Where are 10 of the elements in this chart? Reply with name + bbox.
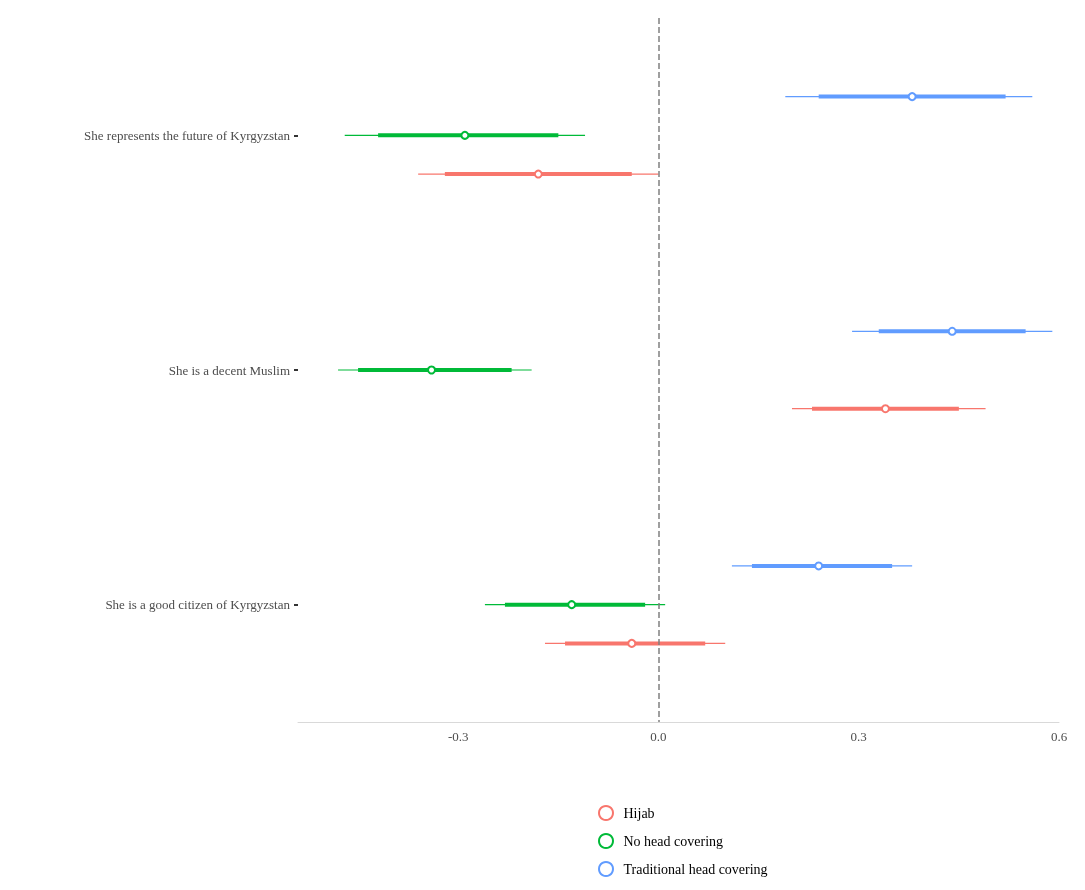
legend-label: No head covering [623,833,724,849]
x-tick-label: 0.0 [650,729,667,744]
x-tick-label: -0.3 [447,729,469,744]
x-tick-label: 0.6 [1050,729,1068,744]
x-tick-label: 0.3 [850,729,867,744]
y-tick-label: She is a decent Muslim [168,362,290,378]
y-tick-label: She is a good citizen of Kyrgyzstan [105,597,291,613]
legend-label: Hijab [623,805,655,821]
legend-label: Traditional head covering [623,861,768,877]
y-tick-label: She represents the future of Kyrgyzstan [84,127,291,143]
